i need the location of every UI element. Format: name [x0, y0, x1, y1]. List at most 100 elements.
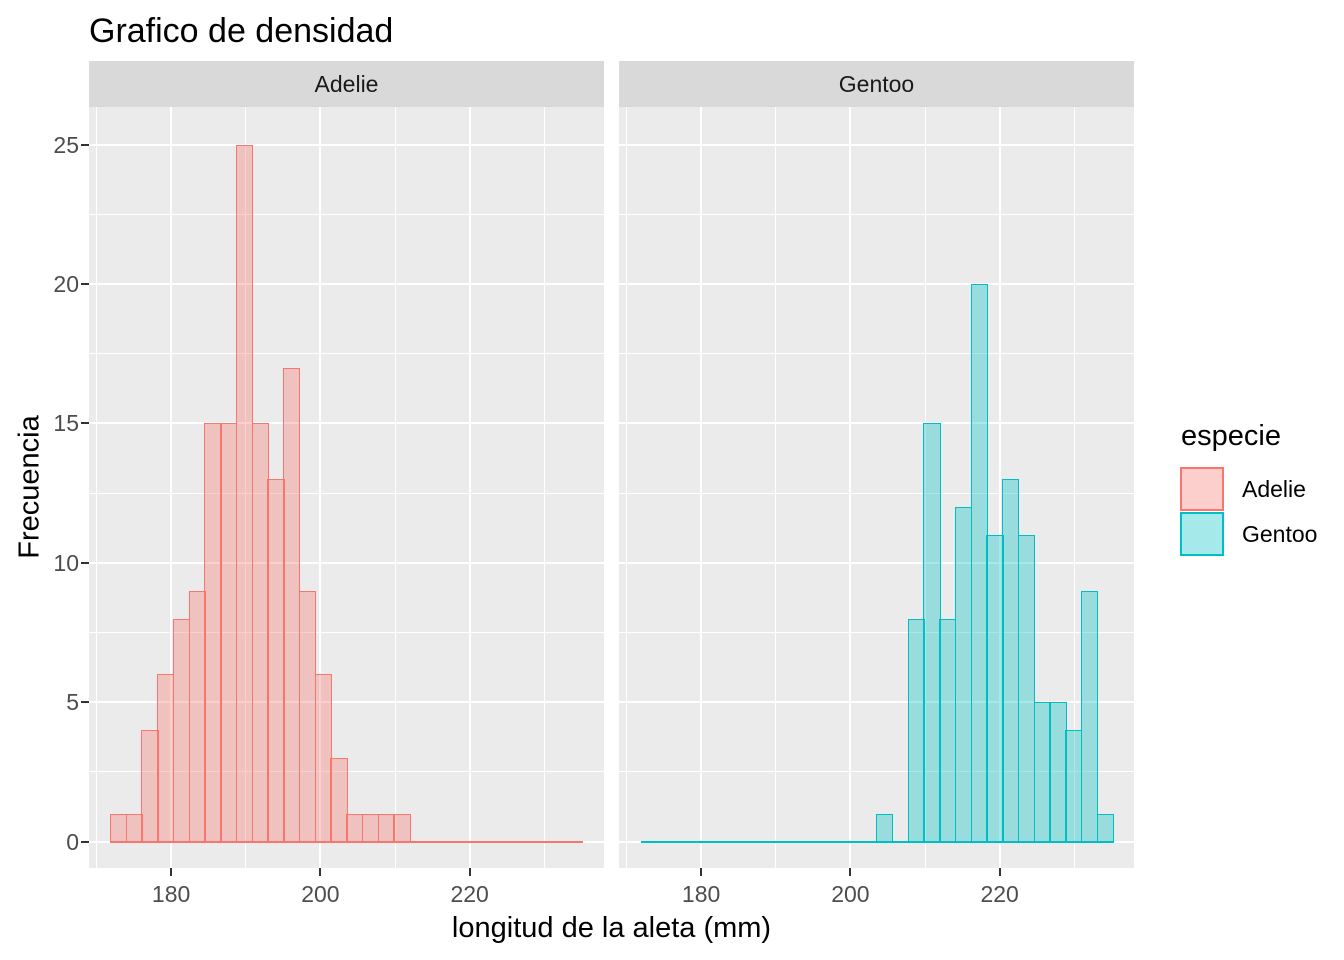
- histogram-bar: [251, 423, 269, 843]
- gridline-minor-y: [619, 492, 1134, 494]
- gridline-major-y: [89, 561, 604, 564]
- y-axis-title: Frecuencia: [13, 415, 46, 559]
- y-tick-label: 15: [53, 410, 79, 437]
- y-tick-label: 25: [53, 131, 79, 158]
- gridline-major-y: [89, 143, 604, 146]
- histogram-bar: [1096, 813, 1114, 843]
- x-tick-label: 200: [301, 881, 340, 907]
- gridline-minor-x: [775, 107, 777, 868]
- histogram-bar: [267, 479, 285, 843]
- x-tick-label: 220: [980, 881, 1019, 907]
- histogram-bar: [393, 813, 411, 843]
- histogram-bar: [172, 618, 191, 843]
- gridline-major-x: [849, 107, 852, 868]
- gridline-major-x: [700, 107, 703, 868]
- x-tick-label: 180: [151, 881, 191, 907]
- histogram-bar: [1033, 702, 1051, 843]
- gridline-minor-y: [89, 631, 604, 633]
- histogram-bar: [907, 618, 925, 843]
- histogram-bar: [923, 423, 941, 843]
- gridline-minor-x: [625, 107, 627, 868]
- y-tick-mark: [81, 840, 89, 843]
- histogram-bar: [109, 813, 128, 843]
- x-tick-mark: [319, 868, 322, 876]
- gridline-minor-y: [619, 631, 1134, 633]
- y-tick-mark: [81, 561, 89, 564]
- histogram-bar: [141, 730, 159, 843]
- histogram-bar: [361, 813, 380, 843]
- histogram-bar: [1017, 534, 1036, 843]
- facet-strip: Adelie: [89, 61, 604, 107]
- facet-strip-label: Adelie: [314, 70, 379, 97]
- gridline-major-y: [619, 143, 1134, 146]
- histogram-bar: [204, 423, 222, 843]
- histogram-bar: [330, 757, 348, 843]
- gridline-minor-y: [619, 353, 1134, 355]
- x-tick-mark: [468, 868, 471, 876]
- panel-background: [89, 107, 604, 868]
- y-tick-label: 5: [66, 689, 79, 716]
- histogram-bar: [188, 590, 206, 843]
- histogram-bar: [220, 423, 238, 843]
- histogram-bar: [970, 284, 988, 843]
- gridline-minor-x: [245, 107, 247, 868]
- y-tick-label: 0: [66, 828, 79, 855]
- histogram-bar: [283, 367, 301, 843]
- x-tick-label: 200: [831, 881, 870, 907]
- y-tick-mark: [81, 701, 89, 704]
- x-tick-mark: [700, 868, 703, 876]
- gridline-major-x: [319, 107, 322, 868]
- facet-strip-label: Gentoo: [838, 70, 915, 97]
- gridline-minor-x: [543, 107, 545, 868]
- y-tick-mark: [81, 422, 89, 425]
- gridline-major-y: [89, 701, 604, 704]
- y-tick-mark: [81, 283, 89, 285]
- gridline-major-x: [170, 107, 173, 868]
- histogram-bar: [1065, 730, 1083, 843]
- histogram-bar: [1002, 479, 1020, 843]
- histogram-bar: [1049, 702, 1067, 843]
- histogram-bar: [157, 674, 175, 843]
- x-tick-mark: [849, 868, 852, 876]
- x-tick-label: 180: [681, 881, 721, 907]
- gridline-major-y: [619, 701, 1134, 704]
- chart-title: Grafico de densidad: [89, 12, 394, 50]
- x-tick-label: 220: [450, 881, 489, 907]
- legend-title: especie: [1181, 420, 1281, 452]
- gridline-minor-y: [89, 492, 604, 494]
- y-tick-mark: [81, 143, 89, 146]
- gridline-minor-y: [89, 213, 604, 215]
- histogram-bar: [986, 534, 1004, 843]
- gridline-major-y: [89, 283, 604, 285]
- gridline-major-y: [619, 283, 1134, 285]
- gridline-major-y: [89, 422, 604, 425]
- gridline-minor-x: [394, 107, 396, 868]
- gridline-major-y: [619, 422, 1134, 425]
- facet-strip: Gentoo: [619, 61, 1134, 107]
- histogram-bar: [235, 144, 254, 843]
- gridline-major-x: [468, 107, 471, 868]
- legend-key-swatch: [1180, 467, 1224, 511]
- histogram-bar: [1080, 590, 1099, 843]
- y-tick-label: 10: [53, 549, 79, 576]
- gridline-minor-y: [89, 353, 604, 355]
- legend-key-label: Adelie: [1242, 475, 1306, 502]
- histogram-bar: [954, 507, 973, 843]
- gridline-major-y: [619, 561, 1134, 564]
- x-tick-mark: [998, 868, 1001, 876]
- x-tick-mark: [170, 868, 173, 876]
- panel-background: [619, 107, 1134, 868]
- gridline-minor-y: [619, 213, 1134, 215]
- gridline-minor-y: [619, 771, 1134, 773]
- histogram-bar: [125, 813, 143, 843]
- gridline-major-x: [998, 107, 1001, 868]
- gridline-minor-x: [924, 107, 926, 868]
- histogram-bar: [939, 618, 957, 843]
- legend-key-swatch: [1180, 512, 1224, 556]
- y-tick-label: 20: [53, 271, 79, 297]
- histogram-bar: [346, 813, 364, 843]
- gridline-minor-x: [1073, 107, 1075, 868]
- histogram-bar: [298, 590, 317, 843]
- histogram-bar: [377, 813, 395, 843]
